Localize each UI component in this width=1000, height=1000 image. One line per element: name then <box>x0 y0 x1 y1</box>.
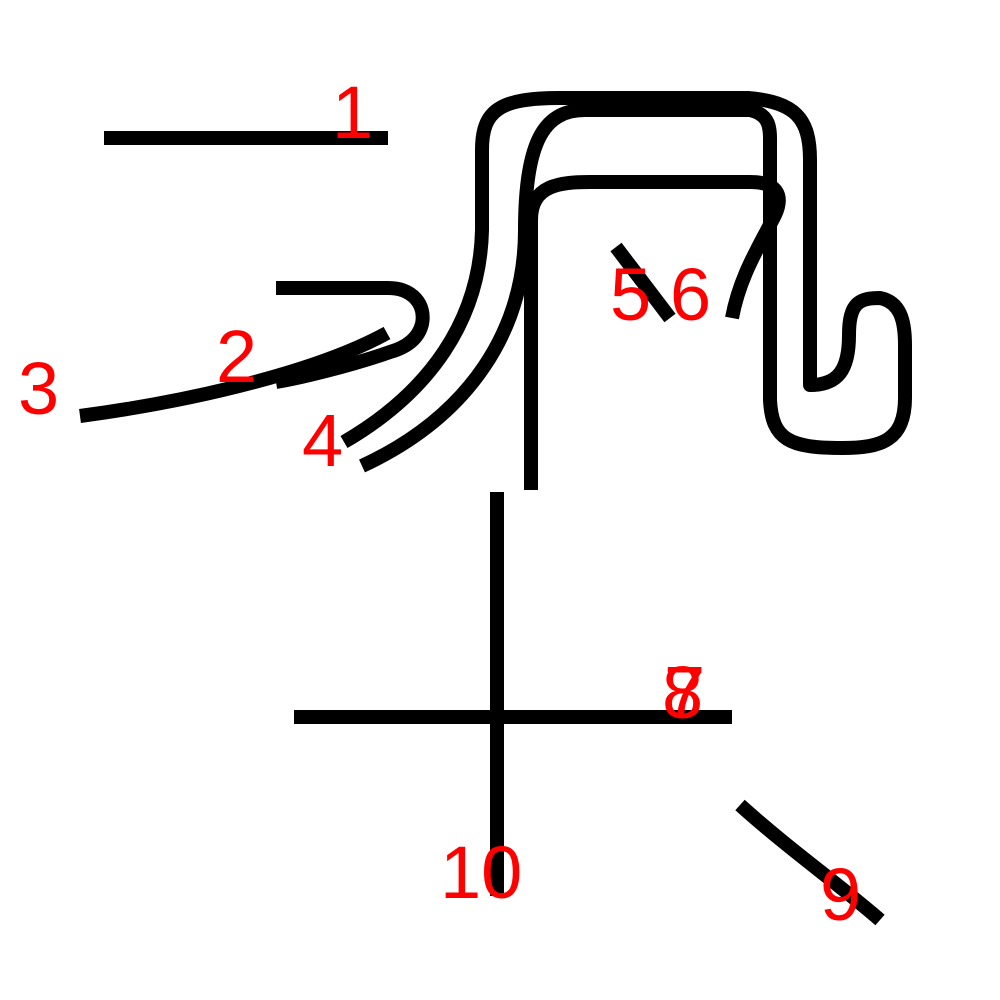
stroke-number-1: 1 <box>332 71 373 154</box>
stroke-5 <box>610 242 676 323</box>
stroke-4-vertical <box>524 175 786 490</box>
stroke-number-9: 9 <box>820 853 861 936</box>
stroke-4 <box>340 91 912 455</box>
stroke-number-5: 5 <box>610 253 651 336</box>
stroke-3 <box>79 326 391 423</box>
stroke-number-10: 10 <box>440 831 522 914</box>
stroke-9 <box>735 799 885 926</box>
stroke-4-inner <box>359 103 778 473</box>
stroke-2 <box>274 281 430 389</box>
stroke-number-4: 4 <box>302 399 343 482</box>
stroke-number-8: 8 <box>662 651 703 734</box>
stroke-number-6: 6 <box>670 253 711 336</box>
stroke-number-7: 7 <box>664 651 705 734</box>
stroke-number-2: 2 <box>216 315 257 398</box>
stroke-number-3: 3 <box>18 347 59 430</box>
